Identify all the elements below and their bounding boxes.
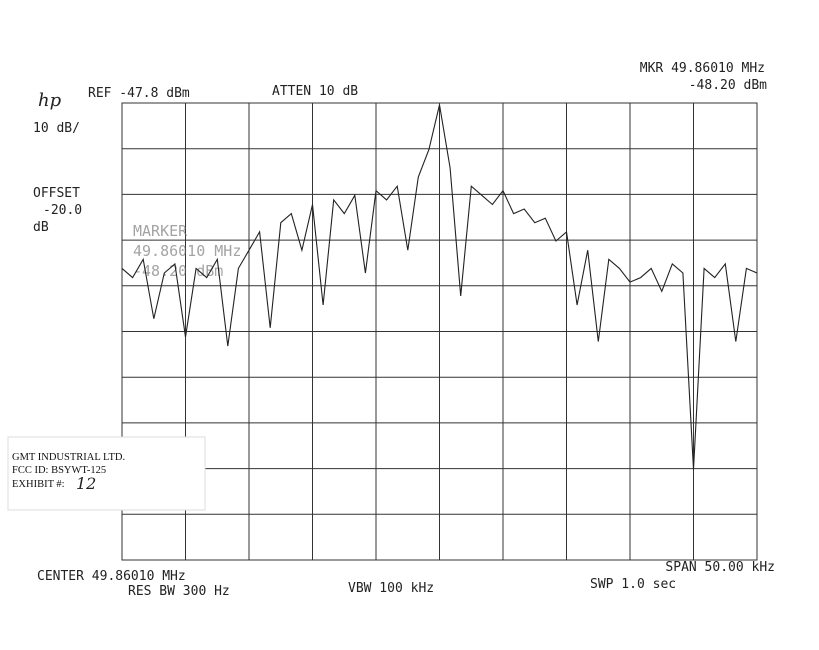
exhibit-number: 12 [76,474,96,493]
offset-unit: dB [33,220,49,235]
exhibit-box [7,436,206,511]
offset-label: OFFSET [33,186,80,201]
marker-level: -48.20 dBm [689,78,767,93]
marker-freq: 49.86010 MHz [133,242,241,260]
marker-title: MARKER [133,222,188,240]
marker-frequency: MKR 49.86010 MHz [640,61,765,76]
trace [121,104,758,470]
offset-value: -20.0 [43,203,82,218]
video-bandwidth: VBW 100 kHz [348,581,434,596]
marker-level: -48.20 dBm [133,262,223,280]
center-frequency: CENTER 49.86010 MHz [37,569,186,584]
attenuation: ATTEN 10 dB [272,84,358,99]
ref-level: REF -47.8 dBm [88,86,190,101]
grid [121,102,758,561]
brand: hp [38,90,62,111]
sweep-time: SWP 1.0 sec [590,577,676,592]
resolution-bandwidth: RES BW 300 Hz [128,584,230,599]
span: SPAN 50.00 kHz [665,560,775,575]
scale: 10 dB/ [33,121,80,136]
exhibit-company: GMT INDUSTRIAL LTD. [12,452,125,463]
exhibit-number-label: EXHIBIT #: [12,479,65,490]
exhibit-fcc-id: FCC ID: BSYWT-125 [12,465,106,476]
